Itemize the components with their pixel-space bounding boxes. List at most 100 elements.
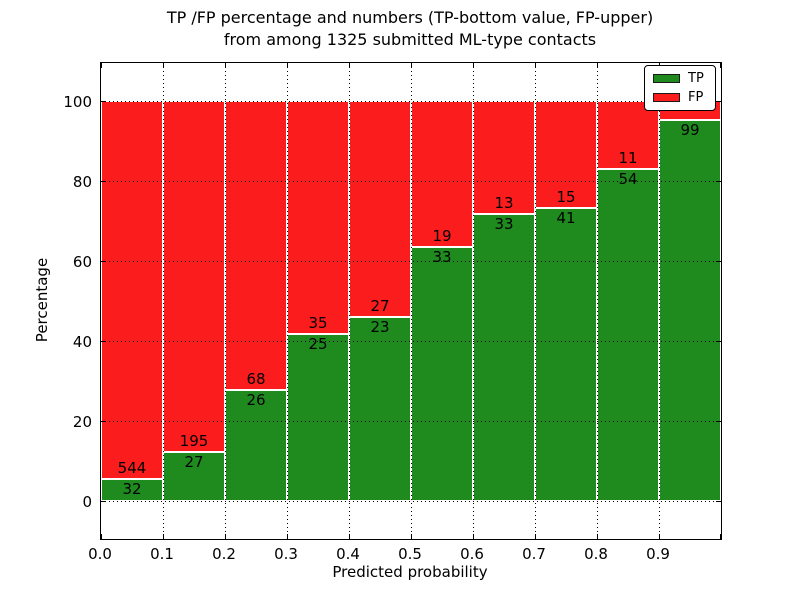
y-tick-mark	[716, 340, 721, 342]
tp-legend-label: TP	[688, 71, 704, 86]
tp-legend-swatch	[653, 74, 680, 83]
tp-value-label: 41	[556, 209, 576, 228]
y-tick-mark	[101, 100, 106, 102]
x-tick-label: 0.3	[274, 545, 298, 563]
y-tick-label: 0	[82, 492, 92, 511]
vertical-gridline	[348, 63, 350, 539]
vertical-gridline	[596, 63, 598, 539]
x-tick-label: 0.7	[522, 545, 546, 563]
fp-value-label: 195	[179, 432, 209, 451]
x-tick-mark	[596, 534, 598, 539]
plot-area: 544 32 195 27 68 26 35 25 27 23 19 33 13 33 15 41 11 54 99…	[100, 62, 722, 540]
y-tick-label: 20	[72, 412, 92, 431]
x-tick-label: 0.9	[646, 545, 670, 563]
tp-value-label: 54	[618, 169, 638, 188]
fp-bar-segment	[473, 101, 535, 215]
x-tick-mark	[472, 534, 474, 539]
vertical-gridline	[658, 63, 660, 539]
x-tick-mark	[348, 63, 350, 68]
x-tick-mark	[162, 534, 164, 539]
y-tick-mark	[101, 340, 106, 342]
fp-value-label: 13	[494, 194, 514, 213]
value-labels-layer: 544 32 195 27 68 26 35 25 27 23 19 33 13 33 15 41 11 54 99	[101, 63, 721, 539]
x-tick-mark	[410, 534, 412, 539]
horizontal-gridline	[101, 260, 721, 262]
x-tick-mark	[224, 534, 226, 539]
fp-bar-segment	[163, 101, 225, 453]
tp-value-label: 32	[122, 479, 142, 498]
horizontal-gridline	[101, 180, 721, 182]
tp-bar-segment	[597, 168, 659, 501]
tp-bar-segment	[411, 247, 473, 501]
x-tick-mark	[472, 63, 474, 68]
x-tick-mark	[596, 63, 598, 68]
tp-value-label: 33	[432, 248, 452, 267]
y-tick-label: 40	[72, 332, 92, 351]
tp-value-label: 33	[494, 215, 514, 234]
x-tick-mark	[100, 63, 102, 68]
tp-value-label: 27	[184, 453, 204, 472]
tp-bar-segment	[535, 208, 597, 501]
grid-layer	[100, 63, 721, 539]
y-tick-mark	[716, 180, 721, 182]
x-axis-label: Predicted probability	[332, 563, 488, 581]
x-tick-mark	[658, 534, 660, 539]
x-tick-label: 0.6	[460, 545, 484, 563]
tp-bar-segment	[659, 120, 721, 501]
vertical-gridline	[286, 63, 288, 539]
tp-value-label: 23	[370, 318, 390, 336]
fp-bar-segment	[287, 101, 349, 335]
x-tick-label: 0.1	[150, 545, 174, 563]
x-tick-mark	[224, 63, 226, 68]
x-tick-mark	[162, 63, 164, 68]
x-tick-mark	[534, 534, 536, 539]
x-tick-mark	[348, 534, 350, 539]
fp-value-label: 19	[432, 227, 452, 246]
vertical-gridline	[472, 63, 474, 539]
legend: TP FP	[644, 65, 716, 111]
tp-bar-segment	[163, 452, 225, 501]
y-tick-mark	[716, 260, 721, 262]
y-tick-mark	[101, 500, 106, 502]
chart-title-line2: from among 1325 submitted ML-type contac…	[223, 30, 597, 49]
fp-value-label: 15	[556, 188, 576, 207]
legend-item-fp: FP	[653, 91, 707, 104]
y-tick-label: 100	[63, 92, 92, 111]
x-tick-mark	[286, 534, 288, 539]
fp-bar-segment	[411, 101, 473, 248]
tp-value-label: 25	[308, 335, 328, 354]
fp-legend-swatch	[653, 93, 680, 102]
horizontal-gridline	[101, 420, 721, 422]
x-tick-mark	[286, 63, 288, 68]
fp-value-label: 11	[618, 148, 638, 167]
x-tick-label: 0.4	[336, 545, 360, 563]
vertical-gridline	[534, 63, 536, 539]
fp-bar-segment	[225, 101, 287, 391]
legend-item-tp: TP	[653, 72, 707, 85]
horizontal-gridline	[101, 340, 721, 342]
y-tick-mark	[101, 420, 106, 422]
x-tick-mark	[534, 63, 536, 68]
fp-bar-segment	[101, 101, 163, 479]
y-tick-mark	[716, 500, 721, 502]
x-tick-mark	[100, 534, 102, 539]
vertical-gridline	[162, 63, 164, 539]
fp-value-label: 68	[246, 370, 266, 389]
tp-bar-segment	[225, 390, 287, 501]
x-tick-mark	[719, 534, 721, 539]
y-tick-mark	[716, 420, 721, 422]
x-tick-label: 0.5	[398, 545, 422, 563]
fp-value-label: 35	[308, 314, 328, 333]
vertical-gridline	[410, 63, 412, 539]
tp-bar-segment	[349, 317, 411, 501]
x-tick-mark	[719, 63, 721, 68]
y-tick-mark	[101, 260, 106, 262]
y-tick-label: 60	[72, 252, 92, 271]
fp-bar-segment	[349, 101, 411, 317]
y-tick-label: 80	[72, 172, 92, 191]
x-tick-label: 0.8	[584, 545, 608, 563]
y-tick-mark	[716, 100, 721, 102]
y-tick-mark	[101, 180, 106, 182]
x-tick-label: 0.2	[212, 545, 236, 563]
